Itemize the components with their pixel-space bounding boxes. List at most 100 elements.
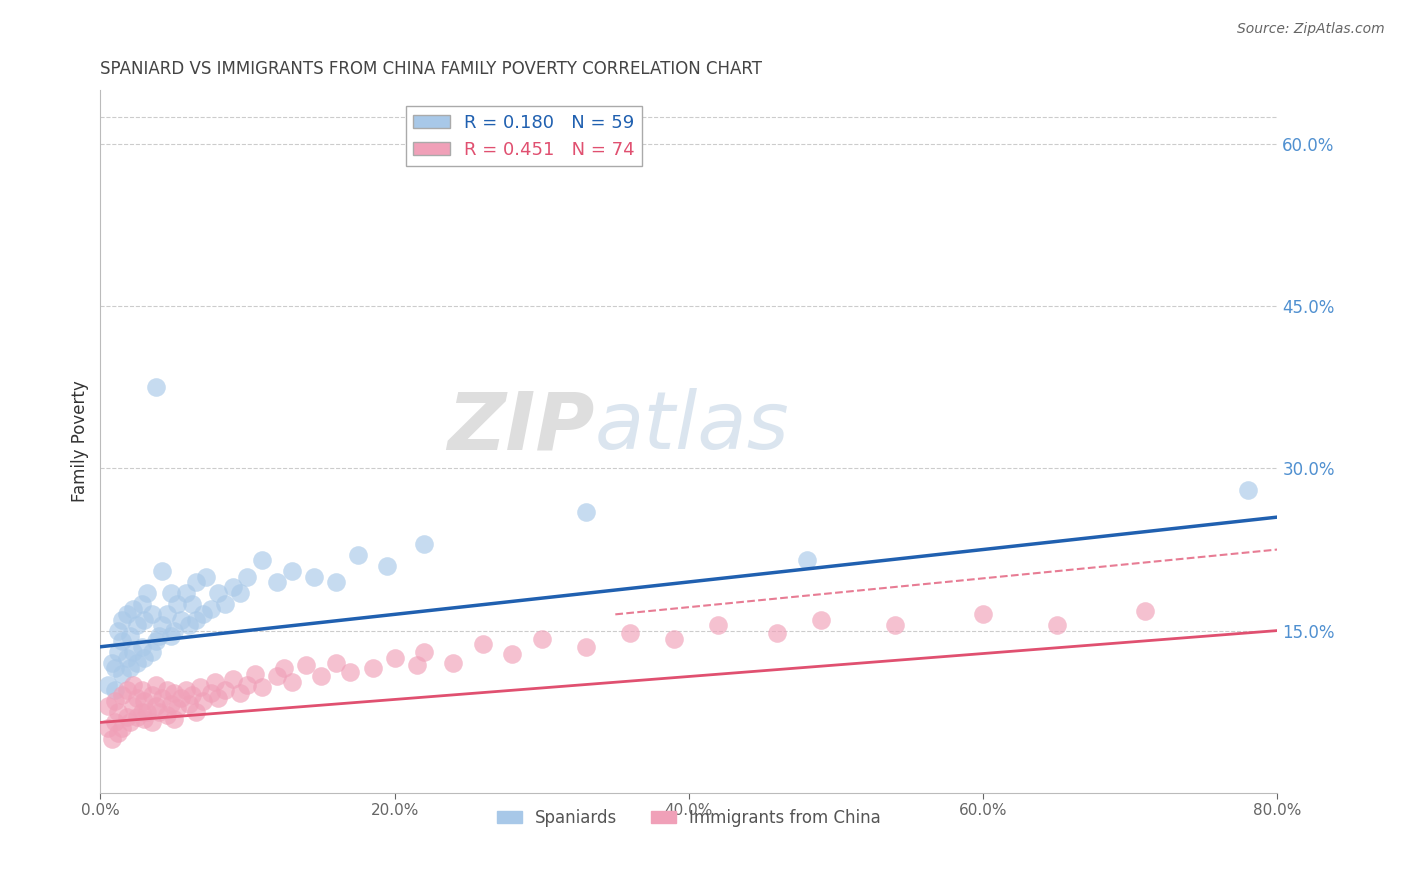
Point xyxy=(107,645,129,659)
Point xyxy=(163,712,186,726)
Point xyxy=(177,618,200,632)
Point xyxy=(111,613,134,627)
Point xyxy=(174,586,197,600)
Point xyxy=(177,697,200,711)
Point xyxy=(207,586,229,600)
Point xyxy=(204,675,226,690)
Point xyxy=(413,537,436,551)
Point xyxy=(195,569,218,583)
Point xyxy=(166,701,188,715)
Point xyxy=(107,726,129,740)
Point xyxy=(118,629,141,643)
Point xyxy=(127,618,149,632)
Point xyxy=(131,683,153,698)
Point xyxy=(174,683,197,698)
Point xyxy=(883,618,905,632)
Legend: Spaniards, Immigrants from China: Spaniards, Immigrants from China xyxy=(491,802,887,833)
Text: ZIP: ZIP xyxy=(447,388,595,467)
Point xyxy=(810,613,832,627)
Point xyxy=(160,697,183,711)
Point xyxy=(134,712,156,726)
Point xyxy=(131,640,153,654)
Point xyxy=(136,586,159,600)
Point xyxy=(236,677,259,691)
Point xyxy=(1133,604,1156,618)
Point xyxy=(111,721,134,735)
Point xyxy=(150,690,173,705)
Point xyxy=(413,645,436,659)
Point xyxy=(530,632,553,647)
Point xyxy=(111,634,134,648)
Point xyxy=(115,710,138,724)
Point xyxy=(141,607,163,622)
Point xyxy=(229,686,252,700)
Point xyxy=(180,689,202,703)
Point xyxy=(141,645,163,659)
Point xyxy=(243,666,266,681)
Point xyxy=(131,597,153,611)
Point xyxy=(163,624,186,638)
Point xyxy=(361,661,384,675)
Point xyxy=(104,694,127,708)
Point xyxy=(121,602,143,616)
Point xyxy=(121,699,143,714)
Point xyxy=(180,597,202,611)
Point xyxy=(200,686,222,700)
Point xyxy=(148,705,170,719)
Point xyxy=(222,580,245,594)
Point xyxy=(134,650,156,665)
Point xyxy=(115,650,138,665)
Point xyxy=(101,731,124,746)
Point xyxy=(134,613,156,627)
Point xyxy=(347,548,370,562)
Point xyxy=(193,694,215,708)
Point xyxy=(295,658,318,673)
Point xyxy=(302,569,325,583)
Point xyxy=(972,607,994,622)
Point xyxy=(97,721,120,735)
Point xyxy=(184,705,207,719)
Point xyxy=(118,661,141,675)
Point xyxy=(155,707,177,722)
Point xyxy=(145,677,167,691)
Point xyxy=(229,586,252,600)
Point xyxy=(280,675,302,690)
Point xyxy=(214,597,236,611)
Point xyxy=(190,680,212,694)
Point xyxy=(384,650,406,665)
Point xyxy=(325,574,347,589)
Point xyxy=(155,683,177,698)
Point xyxy=(766,625,789,640)
Point xyxy=(170,613,193,627)
Point xyxy=(155,607,177,622)
Point xyxy=(170,690,193,705)
Point xyxy=(796,553,818,567)
Point xyxy=(111,666,134,681)
Point xyxy=(575,640,598,654)
Point xyxy=(118,715,141,730)
Point xyxy=(1237,483,1260,497)
Point xyxy=(575,505,598,519)
Point xyxy=(121,677,143,691)
Y-axis label: Family Poverty: Family Poverty xyxy=(72,381,89,502)
Point xyxy=(309,669,332,683)
Point xyxy=(166,597,188,611)
Point xyxy=(207,690,229,705)
Point xyxy=(163,686,186,700)
Point xyxy=(184,574,207,589)
Point xyxy=(107,624,129,638)
Point xyxy=(111,689,134,703)
Point xyxy=(97,677,120,691)
Point xyxy=(662,632,685,647)
Point xyxy=(150,564,173,578)
Point xyxy=(266,669,288,683)
Point xyxy=(104,661,127,675)
Point xyxy=(148,629,170,643)
Point xyxy=(193,607,215,622)
Point xyxy=(273,661,295,675)
Point xyxy=(375,558,398,573)
Point xyxy=(127,656,149,670)
Point xyxy=(707,618,730,632)
Point xyxy=(501,648,523,662)
Point xyxy=(127,710,149,724)
